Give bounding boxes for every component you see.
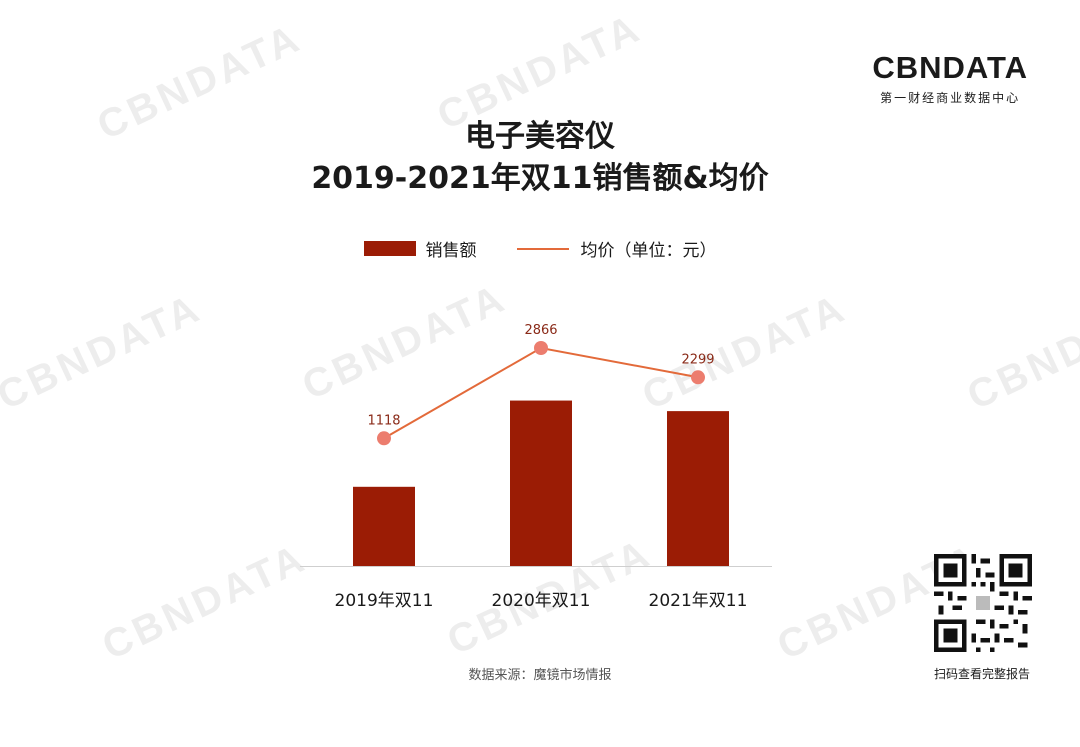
chart-title-line2: 2019-2021年双11销售额&均价 [311, 161, 769, 196]
avg-price-point-1 [377, 431, 391, 446]
legend-bar-label: 销售额 [425, 241, 477, 261]
legend-item-sales: 销售额 [363, 236, 477, 261]
brand-logo: CBNDATA 第一财经商业数据中心 [872, 52, 1028, 106]
chart-title: 电子美容仪 2019-2021年双11销售额&均价 [0, 117, 1080, 199]
x-tick-label-1: 2019年双11 [335, 591, 434, 611]
x-tick-label-3: 2021年双11 [649, 591, 748, 611]
legend-bar-swatch [363, 241, 416, 256]
qr-code[interactable] [934, 554, 1032, 652]
brand-subtitle: 第一财经商业数据中心 [880, 91, 1021, 105]
x-tick-label-2: 2020年双11 [492, 591, 591, 611]
avg-price-label-2: 2866 [524, 323, 557, 338]
bar-1 [353, 486, 415, 566]
avg-price-label-3: 2299 [681, 352, 714, 367]
qr-caption: 扫码查看完整报告 [933, 667, 1030, 681]
legend-line-label: 均价（单位：元） [580, 241, 717, 261]
bar-2 [510, 400, 572, 566]
avg-price-label-1: 1118 [367, 413, 400, 428]
legend-line-swatch [516, 247, 569, 250]
source-note: 数据来源：魔镜市场情报 [468, 668, 612, 683]
avg-price-point-2 [534, 341, 548, 355]
brand-name: CBNDATA [872, 50, 1028, 85]
chart-title-line1: 电子美容仪 [465, 119, 615, 154]
avg-price-point-3 [691, 370, 705, 385]
legend-item-avg-price: 均价（单位：元） [477, 236, 717, 261]
chart-legend: 销售额 均价（单位：元） [0, 236, 1080, 261]
bar-3 [667, 411, 729, 566]
